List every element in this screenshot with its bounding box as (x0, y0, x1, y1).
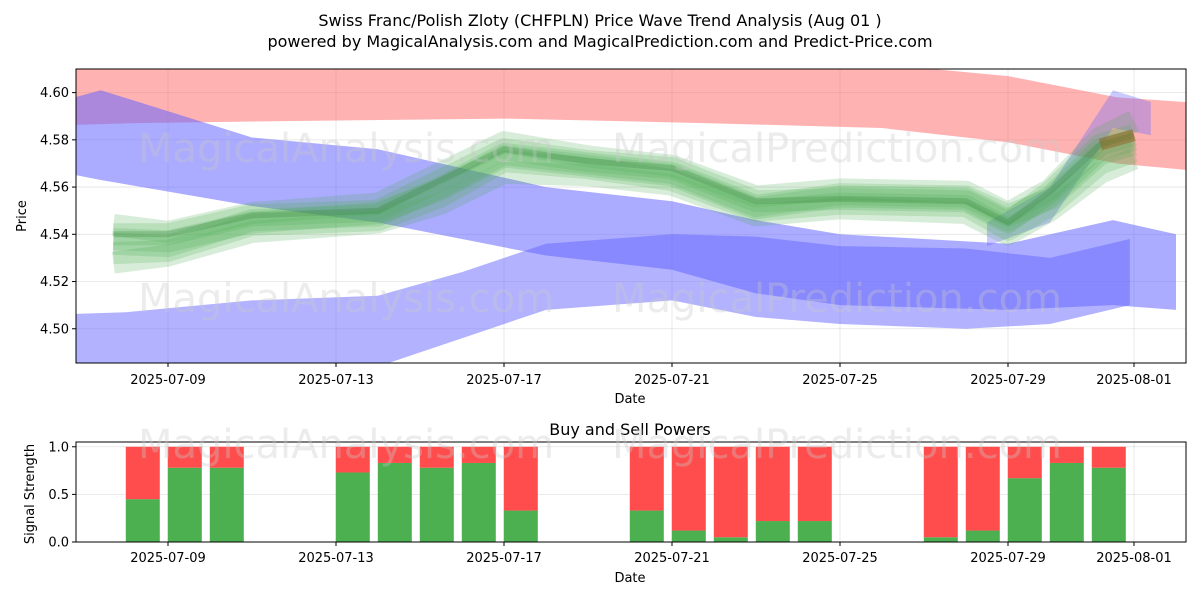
bottom-y-axis-label: Signal Strength (23, 444, 38, 544)
bottom-y-tick-label-0: 0.0 (48, 536, 69, 551)
buy-bar-0 (125, 499, 160, 542)
bottom-plot-frame (75, 441, 1187, 543)
green-wave-tip (1098, 129, 1136, 151)
top-y-tick-label-5: 4.60 (40, 86, 69, 101)
top-x-tick-label-3: 2025-07-21 (634, 373, 710, 388)
blue-rising-band (76, 234, 1130, 363)
red-upper-band (76, 69, 1186, 170)
power-bars (125, 446, 1126, 542)
watermark-analysis-bottom: MagicalAnalysis.com (138, 422, 554, 468)
buy-bar-11 (755, 521, 790, 542)
chart-title: Swiss Franc/Polish Zloty (CHFPLN) Price … (318, 11, 881, 30)
watermark-prediction-mid: MagicalPrediction.com (612, 276, 1062, 322)
sell-bar-4 (377, 446, 412, 463)
sell-bar-12 (797, 446, 832, 522)
buy-bar-15 (1007, 478, 1042, 542)
price-bands (76, 69, 1186, 363)
blue-rising-band-tail (987, 90, 1151, 247)
buy-bar-9 (671, 530, 706, 542)
buy-bar-1 (167, 467, 202, 542)
sell-bar-17 (1091, 446, 1126, 468)
green-wave-3 (111, 111, 1139, 243)
sell-bar-0 (125, 446, 160, 500)
green-waves (111, 111, 1139, 274)
bottom-x-tick-label-2: 2025-07-17 (466, 551, 542, 566)
bottom-x-tick-label-0: 2025-07-09 (130, 551, 206, 566)
watermark-prediction-bottom: MagicalPrediction.com (612, 422, 1062, 468)
bottom-x-axis-label: Date (614, 571, 645, 586)
sell-bar-16 (1049, 446, 1084, 463)
sell-bar-13 (923, 446, 958, 538)
bottom-x-tick-label-5: 2025-07-29 (970, 551, 1046, 566)
bottom-y-tick-label-2: 1.0 (48, 440, 69, 455)
watermark-analysis-top: MagicalAnalysis.com (138, 126, 554, 172)
buy-bar-8 (629, 510, 664, 542)
sell-bar-10 (713, 446, 748, 538)
buy-bar-7 (503, 510, 538, 542)
green-wave-core (113, 132, 1135, 238)
top-y-tick-label-1: 4.52 (40, 275, 69, 290)
green-wave-0 (112, 133, 1137, 258)
green-wave-4 (111, 148, 1139, 274)
top-x-tick-label-2: 2025-07-17 (466, 373, 542, 388)
green-wave-2 (112, 141, 1138, 265)
sell-bar-5 (419, 446, 454, 468)
buy-bar-10 (713, 537, 748, 542)
sell-bar-7 (503, 446, 538, 511)
bar-chart-title: Buy and Sell Powers (549, 420, 711, 439)
watermark-prediction-top: MagicalPrediction.com (612, 126, 1062, 172)
top-x-axis-label: Date (614, 392, 645, 407)
green-wave-5 (112, 129, 1137, 253)
sell-bar-11 (755, 446, 790, 522)
bottom-x-tick-label-3: 2025-07-21 (634, 551, 710, 566)
sell-bar-1 (167, 446, 202, 468)
top-y-tick-label-4: 4.58 (40, 133, 69, 148)
watermark-analysis-mid: MagicalAnalysis.com (138, 276, 554, 322)
top-y-axis-label: Price (15, 200, 30, 232)
buy-bar-5 (419, 467, 454, 542)
top-y-tick-label-0: 4.50 (40, 322, 69, 337)
buy-bar-16 (1049, 462, 1084, 542)
sell-bar-3 (335, 446, 370, 473)
bottom-x-tick-label-1: 2025-07-13 (298, 551, 374, 566)
sell-bar-2 (209, 446, 244, 468)
sell-bar-6 (461, 446, 496, 463)
chart-subtitle: powered by MagicalAnalysis.com and Magic… (267, 32, 932, 51)
top-y-tick-label-3: 4.56 (40, 181, 69, 196)
top-y-tick-label-2: 4.54 (40, 228, 69, 243)
buy-bar-13 (923, 537, 958, 542)
buy-bar-14 (965, 530, 1000, 542)
top-x-tick-label-0: 2025-07-09 (130, 373, 206, 388)
sell-bar-8 (629, 446, 664, 511)
top-x-tick-label-5: 2025-07-29 (970, 373, 1046, 388)
bottom-x-tick-label-4: 2025-07-25 (802, 551, 878, 566)
sell-bar-15 (1007, 446, 1042, 479)
buy-bar-4 (377, 462, 412, 542)
top-x-tick-label-4: 2025-07-25 (802, 373, 878, 388)
bottom-y-tick-label-1: 0.5 (48, 488, 69, 503)
watermark-layer: MagicalAnalysis.com MagicalPrediction.co… (138, 126, 1062, 468)
top-plot-frame (75, 68, 1187, 364)
top-x-tick-label-6: 2025-08-01 (1096, 373, 1172, 388)
buy-bar-2 (209, 467, 244, 542)
buy-bar-12 (797, 521, 832, 542)
sell-bar-14 (965, 446, 1000, 531)
bottom-x-tick-label-6: 2025-08-01 (1096, 551, 1172, 566)
buy-bar-6 (461, 462, 496, 542)
buy-bar-3 (335, 472, 370, 542)
green-wave-1 (113, 124, 1137, 246)
top-x-tick-label-1: 2025-07-13 (298, 373, 374, 388)
sell-bar-9 (671, 446, 706, 531)
buy-bar-17 (1091, 467, 1126, 542)
